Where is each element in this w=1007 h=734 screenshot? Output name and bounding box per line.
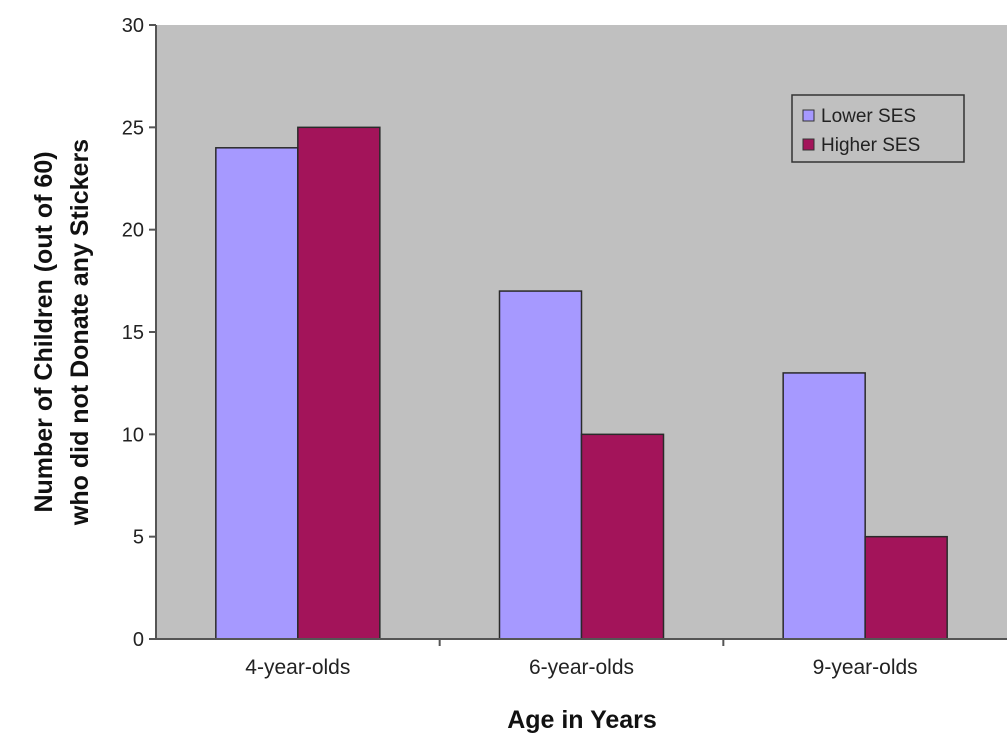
- legend-label-lower-ses: Lower SES: [821, 106, 916, 127]
- y-tick-label: 5: [133, 527, 144, 549]
- y-tick-label: 20: [122, 220, 144, 242]
- x-tick-label: 9-year-olds: [813, 656, 918, 679]
- bars-group: [215, 126, 948, 640]
- x-tick-label: 4-year-olds: [245, 656, 350, 679]
- y-tick-label: 15: [122, 322, 144, 344]
- y-tick-label: 25: [122, 117, 144, 139]
- legend-box: [791, 94, 965, 163]
- bar-lower-ses-9-year-olds: [782, 372, 866, 640]
- legend-swatch-lower-ses: [802, 109, 815, 122]
- x-tick-label: 6-year-olds: [529, 656, 634, 679]
- y-tick-label: 30: [122, 15, 144, 37]
- y-axis-title: Number of Children (out of 60) who did n…: [30, 139, 94, 526]
- y-ticks-group: 0 5 10 15 20 25 30: [122, 15, 156, 651]
- bar-higher-ses-4-year-olds: [297, 126, 381, 640]
- x-ticks-group: 4-year-olds 6-year-olds 9-year-olds: [245, 639, 918, 679]
- legend-label-higher-ses: Higher SES: [821, 135, 920, 156]
- y-axis-title-line-2: who did not Donate any Stickers: [66, 139, 94, 526]
- bar-higher-ses-6-year-olds: [580, 433, 665, 640]
- y-tick-label: 10: [122, 424, 144, 446]
- legend: Lower SES Higher SES: [791, 94, 965, 163]
- bar-higher-ses-9-year-olds: [864, 535, 948, 640]
- bar-lower-ses-6-year-olds: [498, 290, 583, 640]
- y-axis-title-line-1: Number of Children (out of 60): [30, 151, 58, 512]
- y-tick-label: 0: [133, 629, 144, 651]
- legend-swatch-higher-ses: [802, 138, 815, 151]
- x-axis-title: Age in Years: [507, 706, 657, 734]
- bar-lower-ses-4-year-olds: [215, 147, 299, 640]
